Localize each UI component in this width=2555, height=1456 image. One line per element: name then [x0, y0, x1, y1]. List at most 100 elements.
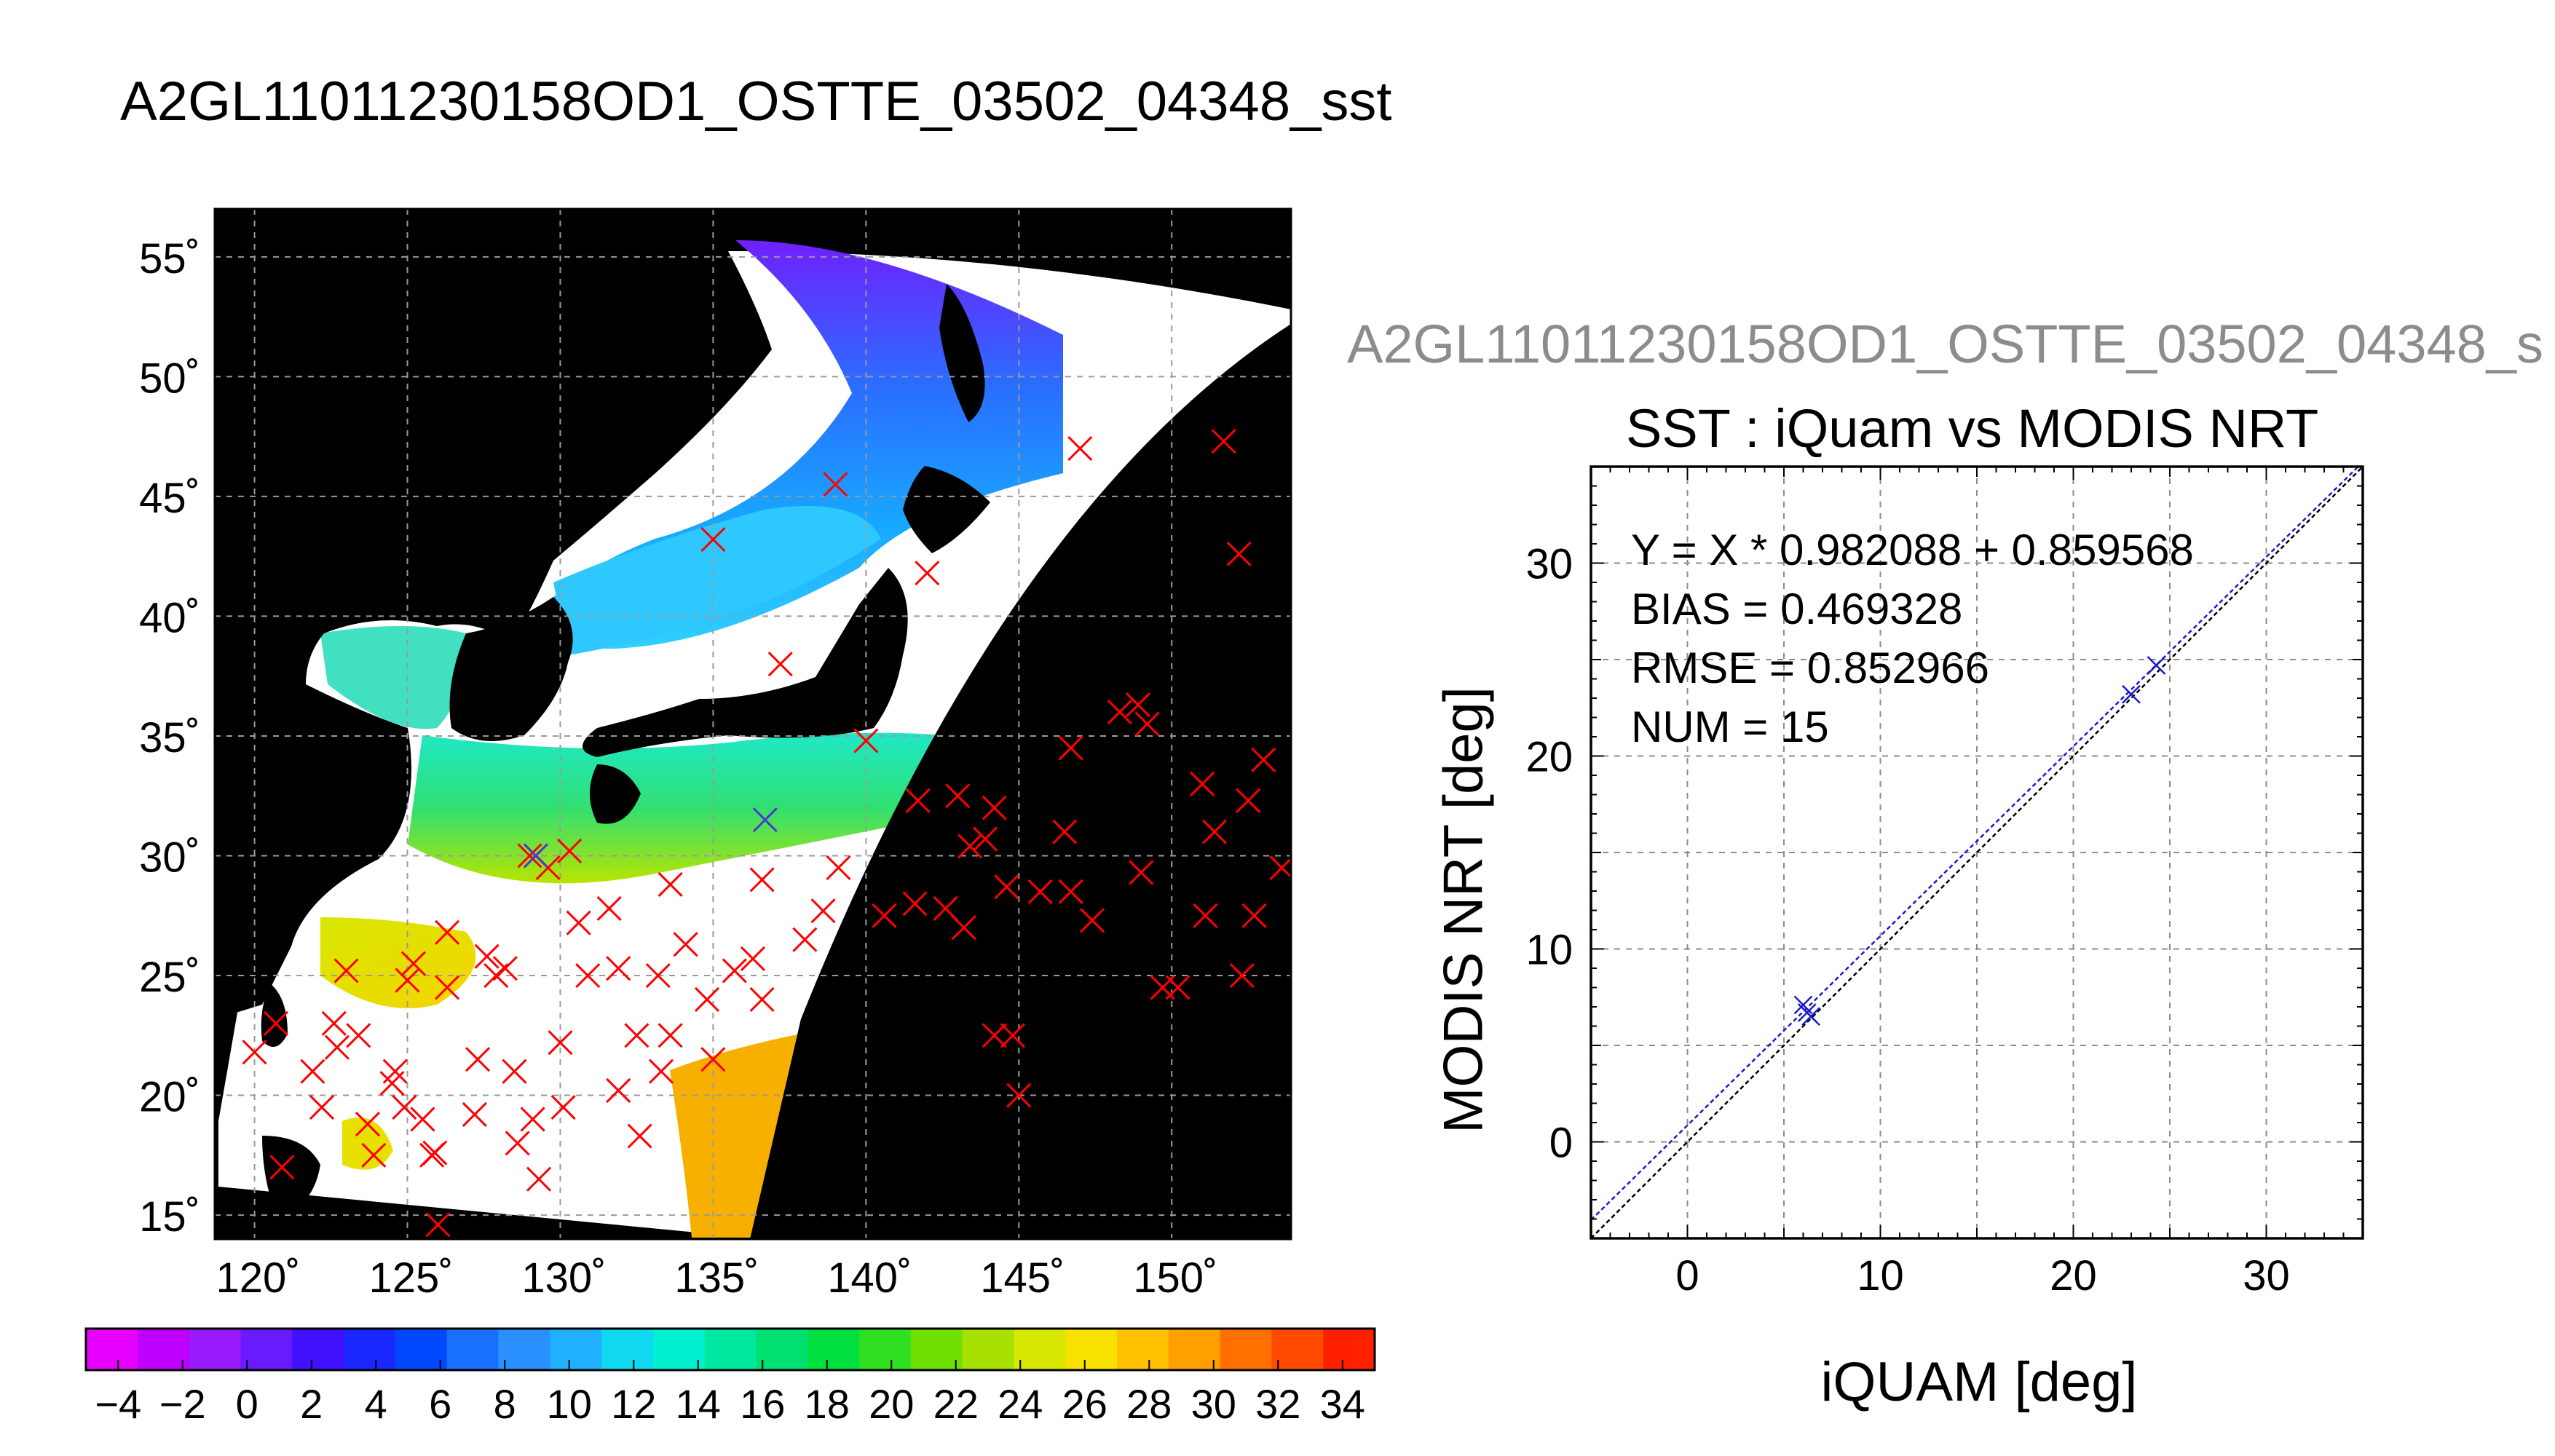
matchup-cross-red — [673, 932, 698, 957]
matchup-cross-red — [1134, 711, 1160, 737]
matchup-cross-red — [596, 895, 622, 921]
matchup-cross-red — [740, 946, 766, 972]
matchup-cross-red — [1027, 879, 1053, 904]
matchup-cross-red — [951, 915, 976, 941]
matchup-cross-red — [517, 843, 542, 869]
matchup-cross-red — [355, 1111, 381, 1137]
colorbar-tick-label: 28 — [1126, 1381, 1172, 1427]
matchup-cross-red — [792, 927, 818, 952]
matchup-cross-red — [1107, 699, 1132, 725]
x-tick-label: 10 — [1857, 1252, 1904, 1299]
matchup-cross-red — [1269, 855, 1291, 881]
matchup-cross-red — [242, 1040, 267, 1065]
fit-statistics: Y = X * 0.982088 + 0.859568 BIAS = 0.469… — [1631, 521, 2194, 756]
matchup-cross-red — [994, 874, 1019, 900]
lat-tick-label: 40˚ — [139, 594, 200, 641]
colorbar-tick-label: 8 — [494, 1381, 516, 1427]
colorbar-tick-label: 30 — [1191, 1381, 1236, 1427]
lat-tick-label: 50˚ — [139, 355, 200, 402]
y-tick-label: 30 — [1525, 541, 1573, 588]
lat-tick-label: 15˚ — [139, 1193, 200, 1241]
x-axis-label: iQUAM [deg] — [1820, 1351, 2138, 1413]
colorbar-swatch — [859, 1329, 912, 1370]
map-matchup-marks — [242, 429, 1291, 1238]
matchup-cross-red — [648, 1059, 674, 1084]
bias-value: BIAS = 0.469328 — [1631, 585, 1963, 633]
colorbar-tick-label: 0 — [236, 1381, 258, 1427]
matchup-cross-red — [700, 527, 726, 553]
matchup-cross-red — [853, 728, 879, 753]
matchup-cross-red — [263, 1010, 289, 1036]
scatter-granule-label: A2GL11011230158OD1_OSTTE_03502_04348_s — [1347, 314, 2543, 374]
colorbar-swatch — [498, 1329, 550, 1370]
lat-tick-label: 25˚ — [139, 954, 200, 1001]
lon-tick-label: 140˚ — [827, 1254, 912, 1302]
sst-map-panel: 15˚ 20˚ 25˚ 30˚ 35˚ 40˚ 45˚ 50˚ 55˚ 120˚ 125˚ 130˚ 1… — [139, 207, 1292, 1302]
land-korea — [449, 597, 573, 741]
matchup-cross-red — [624, 1023, 649, 1048]
colorbar-tick-label: 12 — [611, 1381, 656, 1427]
sample-count: NUM = 15 — [1631, 703, 1829, 751]
matchup-cross-red — [1058, 879, 1083, 904]
fit-line — [1591, 467, 2360, 1221]
matchup-cross-red — [361, 1142, 387, 1168]
map-title: A2GL11011230158OD1_OSTTE_03502_04348_sst — [120, 71, 1392, 132]
colorbar-tick-label: 22 — [933, 1381, 979, 1427]
scatter-title: SST : iQuam vs MODIS NRT — [1626, 398, 2319, 459]
colorbar-swatch — [1065, 1329, 1118, 1370]
colorbar-tick-label: 14 — [676, 1381, 721, 1427]
matchup-cross-red — [1000, 1023, 1025, 1048]
y-tick-label: 10 — [1525, 927, 1573, 974]
matchup-cross-red — [410, 1107, 435, 1132]
matchup-cross-blue — [523, 843, 548, 869]
scatter-point — [2122, 684, 2141, 704]
matchup-cross-red — [502, 1059, 527, 1084]
matchup-cross-red — [1006, 1083, 1032, 1108]
scatter-gridlines — [1591, 467, 2363, 1238]
matchup-cross-red — [550, 1094, 576, 1120]
colorbar-swatch — [1271, 1329, 1324, 1370]
scatter-axis-ticks: 0 10 20 30 0 10 20 30 — [1525, 466, 2364, 1299]
y-tick-label: 0 — [1549, 1120, 1573, 1167]
matchup-cross-red — [749, 986, 775, 1012]
matchup-cross-red — [1052, 819, 1078, 844]
matchup-cross-red — [435, 975, 460, 1000]
matchup-cross-red — [419, 1142, 445, 1168]
matchup-cross-red — [1125, 692, 1151, 718]
matchup-cross-red — [767, 652, 793, 677]
colorbar-swatch — [704, 1329, 757, 1370]
lon-tick-label: 125˚ — [368, 1254, 453, 1302]
colorbar-tick-label: 32 — [1255, 1381, 1300, 1427]
matchup-cross-red — [435, 919, 460, 945]
colorbar-swatch — [807, 1329, 860, 1370]
lat-tick-label: 35˚ — [139, 714, 200, 761]
x-tick-label: 20 — [2050, 1252, 2097, 1299]
matchup-cross-red — [945, 783, 971, 809]
colorbar-tick-label: 16 — [740, 1381, 785, 1427]
matchup-cross-red — [346, 1023, 371, 1048]
y-axis-label: MODIS NRT [deg] — [1432, 687, 1495, 1133]
matchup-cross-red — [1201, 819, 1228, 844]
colorbar-swatch — [652, 1329, 706, 1370]
colorbar-tick-label: 18 — [805, 1381, 850, 1427]
matchup-cross-red — [722, 958, 747, 984]
matchup-cross-red — [700, 1047, 726, 1072]
matchup-cross-red — [1211, 429, 1236, 454]
colorbar-swatch — [1323, 1329, 1375, 1370]
colorbar-swatch — [240, 1329, 293, 1370]
matchup-cross-red — [321, 1010, 347, 1036]
matchup-cross-red — [309, 1094, 335, 1120]
scatter-point — [2147, 656, 2166, 675]
colorbar-tick-label: 20 — [869, 1381, 914, 1427]
scatter-points — [1793, 656, 2166, 1026]
map-frame — [213, 207, 1292, 1241]
colorbar-swatch — [137, 1329, 190, 1370]
matchup-cross-red — [462, 1101, 487, 1127]
map-axis-ticks: 15˚ 20˚ 25˚ 30˚ 35˚ 40˚ 45˚ 50˚ 55˚ 120˚ 125˚ 130˚ 1… — [139, 235, 1217, 1302]
colorbar-swatch — [292, 1329, 344, 1370]
colorbar-swatch — [1117, 1329, 1169, 1370]
matchup-cross-red — [1129, 860, 1154, 885]
matchup-cross-red — [1226, 541, 1252, 566]
matchup-cross-red — [557, 838, 583, 863]
matchup-cross-red — [548, 1030, 573, 1056]
